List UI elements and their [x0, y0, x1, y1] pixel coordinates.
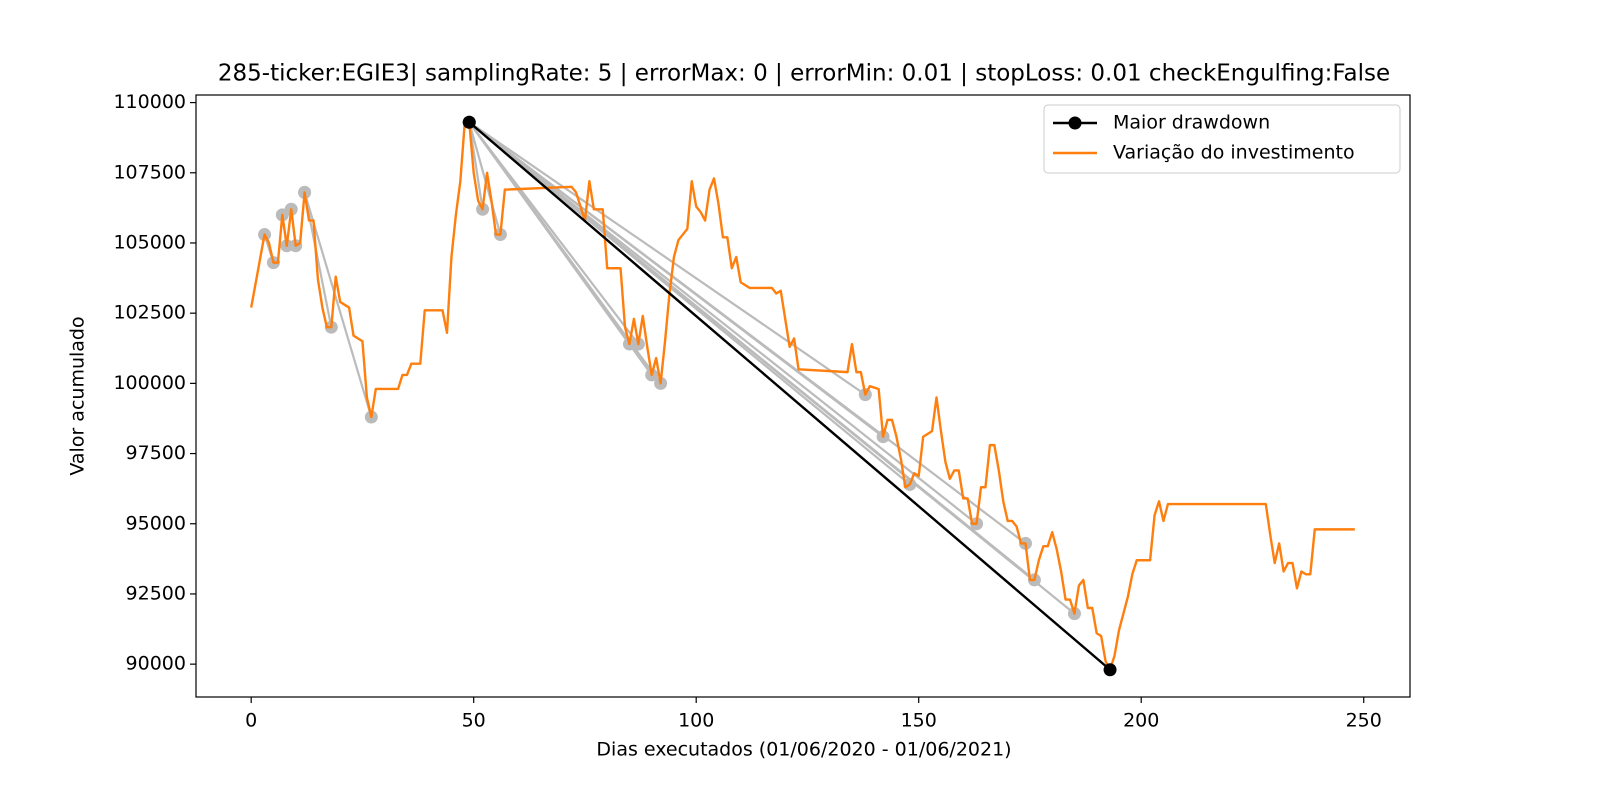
- y-tick-label: 105000: [113, 231, 186, 253]
- candidate-line: [303, 192, 373, 418]
- legend-marker: [1068, 116, 1082, 130]
- series-line-marker: [1103, 663, 1117, 677]
- x-tick-label: 200: [1123, 710, 1159, 732]
- y-tick-label: 95000: [126, 512, 186, 534]
- candidate-line: [468, 121, 1027, 545]
- y-tick-label: 90000: [126, 653, 186, 675]
- candidate-line: [468, 121, 866, 396]
- x-axis-label: Dias executados (01/06/2020 - 01/06/2021…: [596, 739, 1011, 761]
- y-axis-label: Valor acumulado: [67, 316, 89, 475]
- x-tick-label: 150: [901, 710, 937, 732]
- x-tick-label: 250: [1346, 710, 1382, 732]
- y-tick-label: 107500: [113, 161, 186, 183]
- y-tick-label: 110000: [113, 91, 186, 113]
- y-tick-label: 102500: [113, 302, 186, 324]
- legend-label: Variação do investimento: [1113, 142, 1355, 164]
- y-tick-label: 92500: [126, 582, 186, 604]
- legend-label: Maior drawdown: [1113, 112, 1270, 134]
- series-line-marker: [462, 115, 476, 129]
- axes-frame: [195, 94, 1411, 698]
- candidate-line: [468, 121, 978, 525]
- x-tick-label: 0: [245, 710, 257, 732]
- chart-title: 285-ticker:EGIE3| samplingRate: 5 | erro…: [218, 61, 1390, 87]
- plot-area: [250, 115, 1355, 677]
- series-line: [250, 121, 1355, 671]
- candidate-line: [468, 121, 502, 235]
- x-tick-label: 50: [462, 710, 486, 732]
- series-line: [468, 121, 1111, 671]
- legend-box: [1043, 104, 1401, 174]
- x-tick-label: 100: [678, 710, 714, 732]
- y-tick-label: 100000: [113, 372, 186, 394]
- y-tick-label: 97500: [126, 442, 186, 464]
- candidate-line: [468, 121, 1076, 615]
